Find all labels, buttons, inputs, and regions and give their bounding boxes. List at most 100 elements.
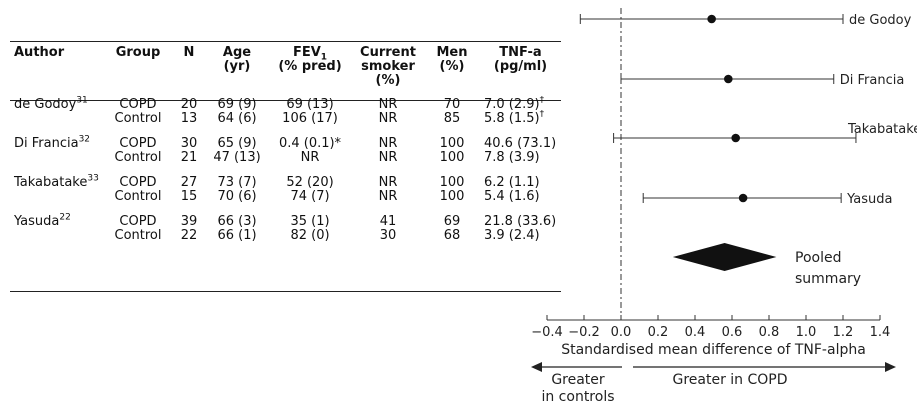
cell-tnf: 21.8 (33.6) <box>480 204 561 229</box>
pooled-label-line1: Pooled <box>795 250 841 266</box>
x-tick-label: −0.4 <box>531 325 563 340</box>
table-header-row: Author Group N Age (yr) FEV1 (% pred) Cu… <box>10 44 561 92</box>
cell-group: COPD <box>119 97 157 112</box>
cell-author: Takabatake33 <box>10 165 104 190</box>
tnf-value: 5.8 (1.5) <box>484 111 540 126</box>
cell-men: 85 <box>443 111 461 126</box>
cell-tnf: 3.9 (2.4) <box>480 229 561 243</box>
header-age-line1: Age <box>222 45 252 60</box>
header-tnf: TNF-a (pg/ml) <box>480 44 561 92</box>
tnf-value: 21.8 (33.6) <box>484 214 557 229</box>
direction-right-label: Greater in COPD <box>672 372 787 388</box>
table-row: Control 15 70 (6) 74 (7) NR 100 5.4 (1.6) <box>10 190 561 204</box>
header-n: N <box>183 45 195 60</box>
cell-group: COPD <box>119 214 157 229</box>
x-tick-label: −0.2 <box>568 325 600 340</box>
header-smoker-line1: Current <box>360 45 416 60</box>
pooled-diamond <box>672 243 777 271</box>
cell-fev: 69 (13) <box>286 97 334 112</box>
x-tick-label: 1.4 <box>870 325 891 340</box>
cell-smoker: NR <box>378 150 398 165</box>
x-tick-label: 0.8 <box>759 325 780 340</box>
cell-smoker: NR <box>378 175 398 190</box>
cell-author: Di Francia32 <box>10 126 104 151</box>
header-fev-main: FEV <box>292 45 321 60</box>
header-smoker-line2: smoker <box>361 59 415 74</box>
table-row: Takabatake33 COPD 27 73 (7) 52 (20) NR 100 6.2 … <box>10 165 561 190</box>
arrow-right-head <box>885 362 896 372</box>
header-fev-sub: 1 <box>320 52 328 63</box>
cell-fev: 52 (20) <box>286 175 334 190</box>
study-characteristics-table: Author Group N Age (yr) FEV1 (% pred) Cu… <box>10 44 561 243</box>
cell-fev: NR <box>300 150 320 165</box>
table-row: Control 22 66 (1) 82 (0) 30 68 3.9 (2.4) <box>10 229 561 243</box>
cell-fev: 82 (0) <box>290 228 330 243</box>
tnf-footnote-mark: † <box>539 95 545 106</box>
direction-left-line1: Greater <box>551 372 605 388</box>
cell-n: 22 <box>180 228 198 243</box>
cell-smoker: NR <box>378 136 398 151</box>
point-estimate <box>707 14 716 24</box>
cell-men: 68 <box>443 228 461 243</box>
author-reference: 32 <box>78 134 91 145</box>
study-label: Yasuda <box>846 192 892 207</box>
tnf-value: 7.0 (2.9) <box>484 97 540 112</box>
header-fev1: FEV1 (% pred) <box>268 44 352 92</box>
cell-tnf: 7.8 (3.9) <box>480 151 561 165</box>
cell-men: 69 <box>443 214 461 229</box>
cell-author: de Godoy31 <box>10 92 104 112</box>
cell-age: 69 (9) <box>217 97 257 112</box>
table-row: Di Francia32 COPD 30 65 (9) 0.4 (0.1)* NR 100 4… <box>10 126 561 151</box>
header-fev-line2: (% pred) <box>278 59 342 74</box>
header-smoker: Current smoker (%) <box>352 44 424 92</box>
cell-n: 21 <box>180 150 198 165</box>
point-estimate <box>724 74 733 84</box>
cell-group: Control <box>114 111 162 126</box>
x-tick-label: 1.0 <box>796 325 817 340</box>
author-name: Takabatake <box>14 175 88 190</box>
cell-smoker: 41 <box>379 214 397 229</box>
tnf-value: 3.9 (2.4) <box>484 228 540 243</box>
author-name: de Godoy <box>14 97 77 112</box>
cell-n: 15 <box>180 189 198 204</box>
cell-tnf: 5.8 (1.5)† <box>480 109 561 126</box>
cell-age: 73 (7) <box>217 175 257 190</box>
x-tick-label: 0.2 <box>648 325 669 340</box>
cell-n: 13 <box>180 111 198 126</box>
table-body: de Godoy31 COPD 20 69 (9) 69 (13) NR 70 7.0 (2.… <box>10 92 561 243</box>
x-tick-label: 0.4 <box>685 325 706 340</box>
cell-smoker: 30 <box>379 228 397 243</box>
table-top-rule <box>10 41 561 42</box>
cell-men: 70 <box>443 97 461 112</box>
direction-left-line2: in controls <box>541 389 614 405</box>
x-axis-title: Standardised mean difference of TNF-alph… <box>561 342 866 358</box>
table-row: Yasuda22 COPD 39 66 (3) 35 (1) 41 69 21.8 (33.6… <box>10 204 561 229</box>
cell-age: 66 (3) <box>217 214 257 229</box>
header-tnf-line2: (pg/ml) <box>493 59 548 74</box>
cell-men: 100 <box>439 175 465 190</box>
author-name: Yasuda <box>14 214 60 229</box>
cell-tnf: 7.0 (2.9)† <box>480 92 561 112</box>
header-tnf-line1: TNF-a <box>499 45 542 60</box>
cell-fev: 106 (17) <box>282 111 338 126</box>
table-row: Control 21 47 (13) NR NR 100 7.8 (3.9) <box>10 151 561 165</box>
cell-tnf: 5.4 (1.6) <box>480 190 561 204</box>
header-men-line1: Men <box>436 45 468 60</box>
cell-age: 64 (6) <box>217 111 257 126</box>
header-men: Men (%) <box>424 44 480 92</box>
tnf-value: 7.8 (3.9) <box>484 150 540 165</box>
cell-men: 100 <box>439 150 465 165</box>
pooled-label-line2: summary <box>795 271 861 287</box>
tnf-footnote-mark: † <box>539 109 545 120</box>
cell-age: 47 (13) <box>213 150 261 165</box>
cell-smoker: NR <box>378 189 398 204</box>
study-label: Di Francia <box>840 73 905 88</box>
header-smoker-line3: (%) <box>375 73 401 88</box>
cell-smoker: NR <box>378 111 398 126</box>
cell-men: 100 <box>439 136 465 151</box>
cell-group: Control <box>114 228 162 243</box>
header-author: Author <box>14 45 65 60</box>
cell-age: 66 (1) <box>217 228 257 243</box>
study-label: Takabatake <box>847 122 917 137</box>
